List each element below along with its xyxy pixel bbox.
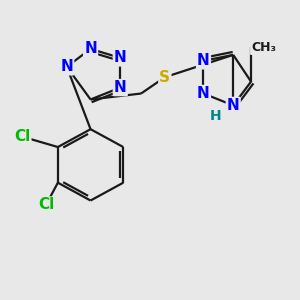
Text: Cl: Cl xyxy=(38,197,54,212)
Text: H: H xyxy=(210,109,221,123)
Text: N: N xyxy=(114,80,127,95)
Text: S: S xyxy=(159,70,170,85)
Text: Cl: Cl xyxy=(14,129,30,144)
Text: N: N xyxy=(227,98,240,113)
Text: N: N xyxy=(197,86,210,101)
Text: N: N xyxy=(60,59,73,74)
Text: CH₃: CH₃ xyxy=(251,41,276,54)
Text: N: N xyxy=(84,41,97,56)
Text: N: N xyxy=(197,53,210,68)
Text: N: N xyxy=(114,50,127,65)
